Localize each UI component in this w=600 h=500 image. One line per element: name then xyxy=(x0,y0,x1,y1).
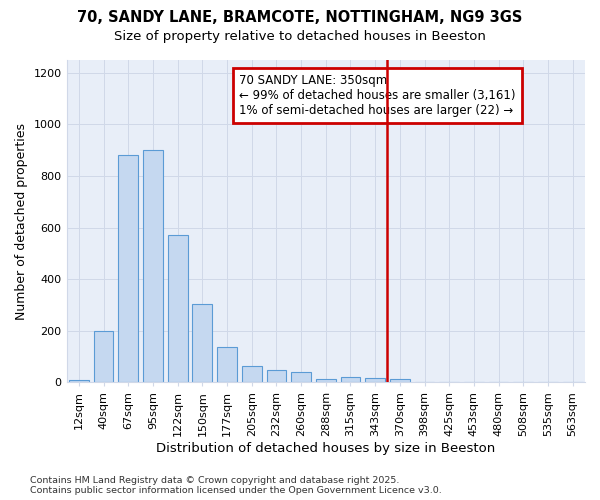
Bar xyxy=(217,348,237,382)
Text: 70, SANDY LANE, BRAMCOTE, NOTTINGHAM, NG9 3GS: 70, SANDY LANE, BRAMCOTE, NOTTINGHAM, NG… xyxy=(77,10,523,25)
Bar xyxy=(168,236,188,382)
Bar xyxy=(390,379,410,382)
Bar xyxy=(365,378,385,382)
Text: Contains HM Land Registry data © Crown copyright and database right 2025.
Contai: Contains HM Land Registry data © Crown c… xyxy=(30,476,442,495)
Bar xyxy=(193,304,212,382)
Y-axis label: Number of detached properties: Number of detached properties xyxy=(15,122,28,320)
Text: Size of property relative to detached houses in Beeston: Size of property relative to detached ho… xyxy=(114,30,486,43)
Bar xyxy=(118,156,138,382)
Bar xyxy=(316,379,335,382)
Bar xyxy=(143,150,163,382)
Bar xyxy=(242,366,262,382)
Bar xyxy=(94,330,113,382)
Text: 70 SANDY LANE: 350sqm
← 99% of detached houses are smaller (3,161)
1% of semi-de: 70 SANDY LANE: 350sqm ← 99% of detached … xyxy=(239,74,516,117)
Bar xyxy=(291,372,311,382)
Bar xyxy=(341,377,361,382)
Bar xyxy=(69,380,89,382)
X-axis label: Distribution of detached houses by size in Beeston: Distribution of detached houses by size … xyxy=(156,442,496,455)
Bar xyxy=(266,370,286,382)
